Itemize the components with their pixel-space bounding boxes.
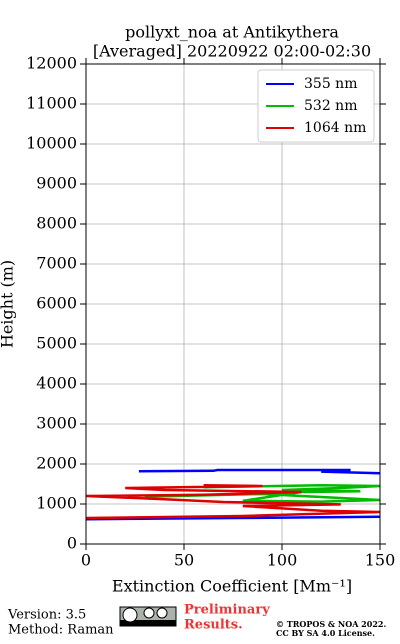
x-axis-label: Extinction Coefficient [Mm⁻¹] [112, 577, 352, 596]
y-tick-label: 1000 [36, 494, 77, 513]
plot-frame [85, 63, 381, 545]
y-tick-label: 2000 [36, 454, 77, 473]
y-tick-label: 7000 [36, 254, 77, 273]
copyright: © TROPOS & NOA 2022. [276, 619, 386, 629]
chart-title: pollyxt_noa at Antikythera [125, 23, 339, 42]
y-tick-label: 0 [67, 534, 77, 553]
y-tick-label: 6000 [36, 294, 77, 313]
chart-subtitle: [Averaged] 20220922 02:00-02:30 [93, 42, 371, 61]
profile-line [85, 483, 381, 520]
legend-label: 355 nm [304, 76, 357, 92]
profile-line [85, 515, 381, 521]
y-tick-label: 10000 [26, 134, 77, 153]
x-tick-label: 0 [81, 551, 91, 570]
x-tick-label: 100 [267, 551, 298, 570]
version: Version: 3.5 [7, 608, 86, 623]
y-tick-label: 4000 [36, 374, 77, 393]
y-tick-label: 3000 [36, 414, 77, 433]
legend-box [257, 69, 375, 143]
legend-label: 532 nm [304, 98, 357, 114]
copyright: CC BY SA 4.0 License. [276, 628, 375, 638]
y-tick-label: 11000 [26, 94, 77, 113]
y-tick-label: 5000 [36, 334, 77, 353]
cc-logo [119, 606, 177, 627]
x-tick-label: 50 [174, 551, 194, 570]
notice: Preliminary [184, 603, 270, 618]
y-axis-label: Height (m) [0, 260, 17, 348]
legend-label: 1064 nm [304, 120, 366, 136]
y-tick-label: 12000 [26, 54, 77, 73]
y-tick-label: 8000 [36, 214, 77, 233]
method: Method: Raman [8, 623, 114, 638]
y-tick-label: 9000 [36, 174, 77, 193]
x-tick-label: 150 [365, 551, 396, 570]
profile-line [138, 468, 381, 475]
notice: Results. [184, 618, 243, 633]
